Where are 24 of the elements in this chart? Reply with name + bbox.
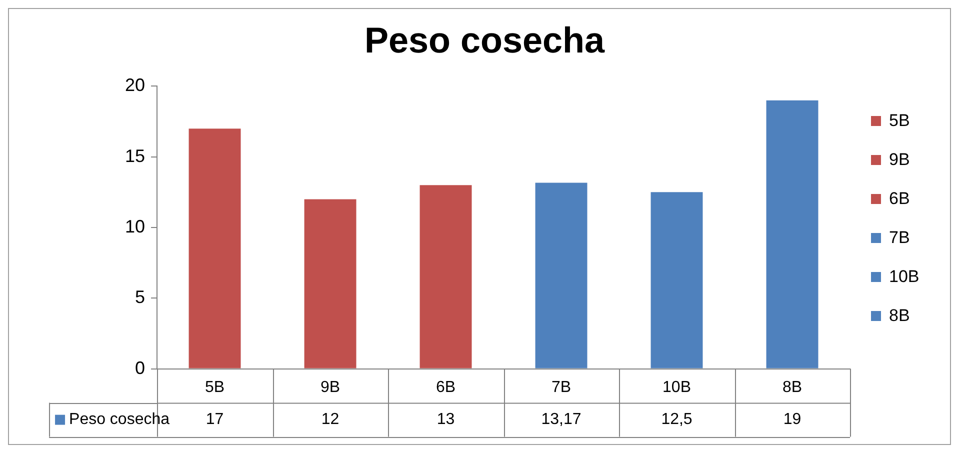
category-label: 8B	[889, 306, 910, 324]
y-tick-label: 5	[135, 287, 146, 308]
data-label: 13	[436, 411, 455, 428]
data-label: 13,17	[541, 411, 582, 428]
category-label: 6B	[889, 188, 910, 208]
chart-title: Peso cosecha	[364, 20, 606, 61]
category-label: 7B	[889, 228, 910, 246]
data-label: 17	[206, 411, 224, 428]
data-label: 12,5	[661, 411, 692, 428]
x-tick-label: 5B	[204, 378, 225, 396]
data-label: 12	[321, 411, 340, 428]
x-tick-label: 7B	[551, 378, 572, 396]
category-label: 5B	[889, 110, 910, 130]
y-tick-label: 10	[124, 216, 146, 236]
category-label: 9B	[889, 150, 910, 168]
y-tick-label: 15	[124, 146, 146, 166]
x-tick-label: 9B	[320, 378, 340, 396]
y-tick-label: 0	[135, 358, 146, 378]
y-tick-label: 20	[124, 75, 146, 96]
x-tick-label: 10B	[662, 378, 691, 396]
data-label: 19	[783, 411, 802, 428]
x-tick-label: 8B	[782, 378, 802, 396]
category-label: 10B	[889, 266, 920, 286]
x-tick-label: 6B	[436, 378, 456, 396]
